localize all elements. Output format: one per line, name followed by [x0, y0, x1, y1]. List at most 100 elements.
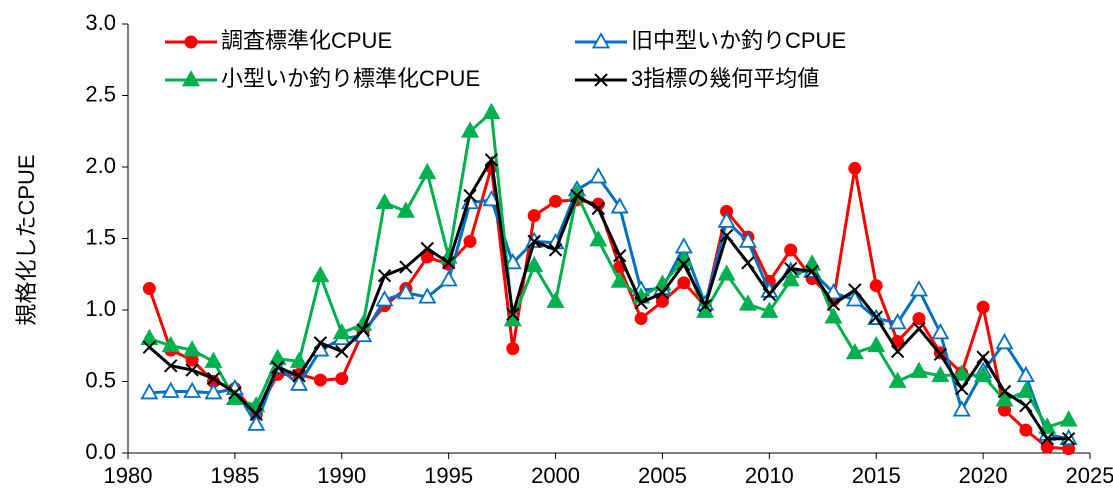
marker	[589, 167, 608, 184]
marker	[420, 241, 434, 256]
marker	[140, 383, 159, 400]
marker	[164, 359, 178, 373]
marker	[375, 290, 394, 307]
marker	[420, 250, 434, 264]
x-tick-label: 2000	[531, 463, 580, 488]
marker	[396, 282, 415, 300]
marker	[396, 201, 415, 218]
marker	[634, 296, 648, 310]
marker	[484, 153, 499, 167]
marker	[546, 291, 565, 308]
marker	[289, 374, 309, 391]
marker	[1040, 440, 1054, 454]
marker	[482, 102, 501, 120]
marker	[1016, 381, 1035, 398]
y-tick-label: 0.5	[85, 367, 116, 392]
marker	[869, 310, 883, 324]
marker	[463, 234, 477, 248]
marker	[439, 270, 458, 287]
y-tick-label: 1.5	[85, 224, 116, 249]
marker	[418, 287, 437, 304]
marker	[955, 381, 969, 396]
marker	[1019, 399, 1033, 413]
marker	[335, 372, 349, 386]
marker	[506, 342, 520, 356]
marker	[952, 400, 971, 417]
marker	[952, 364, 971, 381]
marker	[931, 323, 950, 340]
marker	[888, 313, 907, 330]
marker	[805, 264, 819, 279]
marker	[610, 271, 629, 288]
marker	[1019, 423, 1033, 437]
marker	[824, 307, 843, 324]
marker	[912, 312, 926, 326]
marker	[463, 188, 477, 203]
marker	[655, 294, 669, 308]
marker	[289, 351, 309, 368]
marker	[549, 194, 563, 208]
marker	[183, 381, 202, 398]
marker	[826, 297, 841, 311]
marker	[1040, 431, 1054, 446]
marker	[931, 365, 950, 383]
marker	[183, 340, 202, 357]
x-tick-label: 2015	[852, 463, 901, 488]
marker	[161, 335, 180, 353]
marker	[933, 347, 948, 362]
marker	[677, 276, 691, 290]
legend-marker	[181, 70, 201, 87]
marker	[762, 287, 777, 301]
legend-marker	[594, 73, 608, 87]
marker	[185, 363, 199, 377]
marker	[655, 286, 670, 300]
marker	[610, 197, 629, 214]
marker	[525, 255, 544, 273]
marker	[974, 365, 993, 383]
x-tick-label: 1995	[424, 463, 473, 488]
legend-marker	[184, 35, 198, 49]
marker	[717, 211, 736, 228]
x-tick-label: 2025	[1066, 463, 1113, 488]
marker	[527, 209, 541, 223]
marker	[247, 414, 266, 431]
marker	[781, 270, 800, 287]
marker	[482, 190, 501, 207]
marker	[270, 360, 285, 374]
marker	[140, 328, 159, 346]
marker	[760, 301, 779, 318]
marker	[698, 299, 712, 313]
legend-label: 調査標準化CPUE	[221, 28, 392, 53]
marker	[995, 333, 1014, 350]
marker	[1059, 410, 1078, 427]
marker	[677, 257, 691, 271]
marker	[909, 280, 929, 297]
marker	[332, 323, 351, 340]
x-tick-label: 2005	[638, 463, 687, 488]
marker	[418, 162, 437, 180]
marker	[335, 344, 349, 359]
marker	[356, 323, 370, 337]
marker	[142, 340, 157, 354]
marker	[719, 228, 734, 243]
marker	[377, 268, 392, 283]
y-tick-label: 2.0	[85, 153, 116, 178]
marker	[997, 384, 1012, 399]
marker	[527, 234, 541, 249]
marker	[503, 252, 522, 270]
y-axis-label: 規格化したCPUE	[14, 154, 39, 325]
marker	[589, 230, 608, 247]
marker	[741, 256, 755, 270]
x-tick-label: 2020	[959, 463, 1008, 488]
marker	[845, 290, 864, 307]
x-tick-label: 2010	[745, 463, 794, 488]
marker	[313, 373, 327, 387]
marker	[803, 254, 822, 271]
marker	[738, 294, 757, 311]
marker	[441, 256, 456, 270]
y-tick-label: 1.0	[85, 296, 116, 321]
marker	[1016, 365, 1035, 383]
marker	[548, 243, 563, 257]
marker	[909, 361, 929, 378]
marker	[845, 343, 864, 360]
